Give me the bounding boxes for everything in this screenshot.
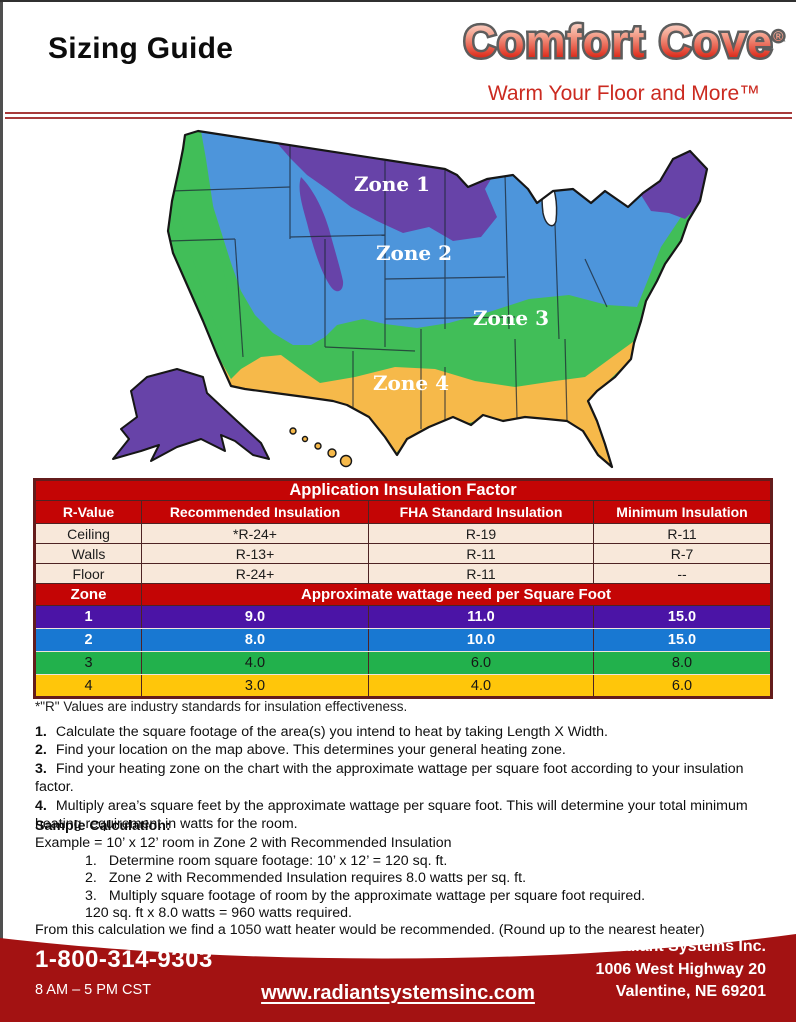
footer-phone-number: 1-800-314-9303 [35, 946, 213, 973]
header-divider [5, 112, 792, 119]
logo-tagline: Warm Your Floor and More™ [487, 82, 761, 105]
sample-step-2: 2. Zone 2 with Recommended Insulation req… [85, 870, 527, 887]
zone-row-2: 2 8.0 10.0 15.0 [34, 628, 773, 652]
registered-mark: ® [773, 28, 785, 44]
us-heating-zone-map: Zone 1 Zone 2 Zone 3 Zone 4 [85, 129, 725, 475]
table-row-walls: Walls R-13+ R-11 R-7 [34, 543, 773, 564]
footer-website-link[interactable]: www.radiantsystemsinc.com [261, 982, 535, 1004]
sample-step-1: 1. Determine room square footage: 10’ x 1… [85, 852, 448, 869]
instruction-2: 2. Find your location on the map above. T… [35, 742, 566, 759]
zone-row-4: 4 3.0 4.0 6.0 [34, 674, 773, 698]
zone-row-3: 3 4.0 6.0 8.0 [34, 651, 773, 675]
sample-conclusion: From this calculation we find a 1050 wat… [35, 922, 705, 939]
zone-row-1: 1 9.0 11.0 15.0 [34, 605, 773, 629]
r-value-footnote: *"R" Values are industry standards for i… [35, 699, 408, 714]
sample-heading: Sample Calculation: [35, 818, 171, 834]
footer-website-wrap: www.radiantsystemsinc.com [0, 982, 796, 1005]
sample-result: 120 sq. ft x 8.0 watts = 960 watts requi… [85, 905, 352, 922]
instructions-list: 1. Calculate the square footage of the ar… [35, 723, 763, 833]
insulation-wattage-table: Application Insulation Factor R-Value Re… [33, 478, 774, 699]
footer-company-name: Radiant Systems Inc. [605, 938, 766, 955]
table-row-floor: Floor R-24+ R-11 -- [34, 563, 773, 584]
col-header-rvalue: R-Value [34, 500, 142, 524]
zone1-purple-rockies [299, 177, 344, 292]
footer-hours: 8 AM – 5 PM CST [35, 982, 152, 998]
footer-address-line1: 1006 West Highway 20 [595, 960, 766, 978]
sample-step-3: 3. Multiply square footage of room by the… [85, 887, 646, 904]
logo-outline-layer: Comfort Cove® [461, 15, 786, 67]
page-edge-top [0, 0, 796, 2]
col-header-fha: FHA Standard Insulation [368, 500, 594, 524]
zone1-purple-maine [641, 150, 707, 219]
map-zone3-label: Zone 3 [473, 306, 549, 330]
footer-address-line2: Valentine, NE 69201 [615, 983, 766, 1000]
us-map-svg: Zone 1 Zone 2 Zone 3 Zone 4 [112, 129, 709, 469]
hawaii-islands [289, 427, 353, 468]
footer-company-block: Radiant Systems Inc. 1006 West Highway 2… [596, 936, 766, 1004]
instruction-3: 3. Find your heating zone on the chart wi… [35, 760, 744, 796]
sample-calculation: Sample Calculation: Example = 10’ x 12’ … [35, 818, 765, 940]
logo-text: Comfort Cove® Comfort Cove® [461, 15, 786, 67]
zone-header-row: Zone Approximate wattage need per Square… [34, 583, 773, 606]
map-zone2-label: Zone 2 [376, 241, 452, 265]
footer-curve [0, 934, 796, 1022]
zone4-orange-region [181, 279, 637, 467]
logo-fill-layer: Comfort Cove® [463, 16, 785, 67]
footer-band [0, 928, 796, 1022]
comfort-cove-logo: Comfort Cove® Comfort Cove® [452, 15, 796, 67]
map-zone4-label: Zone 4 [373, 371, 449, 395]
table-row-ceiling: Ceiling *R-24+ R-19 R-11 [34, 523, 773, 544]
map-zone1-label: Zone 1 [354, 172, 430, 196]
west-coast-green-strip [173, 131, 243, 354]
alaska [112, 368, 270, 462]
us-outline [166, 129, 709, 469]
lake-michigan [541, 175, 558, 227]
state-borders [168, 141, 608, 437]
col-header-recommended: Recommended Insulation [141, 500, 369, 524]
instruction-4: 4. Multiply area’s square feet by the app… [35, 797, 748, 833]
table-title: Application Insulation Factor [33, 479, 773, 501]
instruction-1: 1. Calculate the square footage of the ar… [35, 724, 608, 740]
page-edge-left [0, 0, 3, 1022]
sample-example: Example = 10’ x 12’ room in Zone 2 with … [35, 835, 452, 852]
col-header-minimum: Minimum Insulation [592, 500, 773, 524]
page-title: Sizing Guide [48, 32, 234, 65]
